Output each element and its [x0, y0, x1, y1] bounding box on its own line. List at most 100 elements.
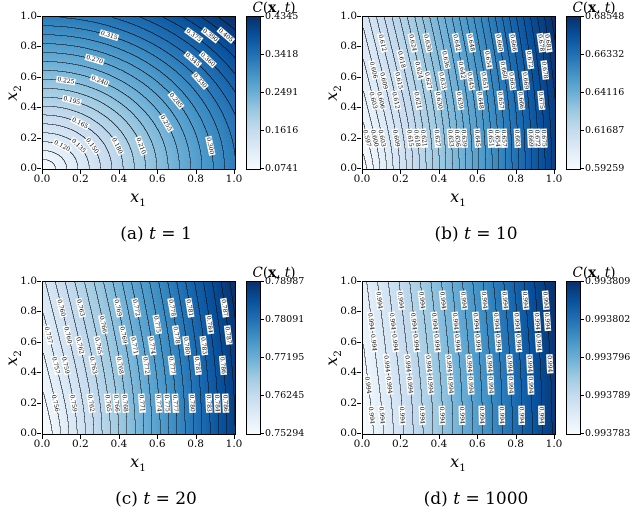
- y-tick-mark: [37, 372, 41, 374]
- x-tick-label: 0.6: [468, 438, 486, 450]
- x-tick-mark: [118, 435, 120, 439]
- subplot-caption: (d) t = 1000: [423, 489, 529, 509]
- contour-plot-canvas-b: [362, 16, 556, 170]
- x-tick-mark: [438, 435, 440, 439]
- colorbar-tick-mark: [581, 281, 584, 282]
- y-tick-label: 0.0: [340, 427, 357, 439]
- y-tick-mark: [37, 341, 41, 343]
- colorbar-tick-label: 0.77195: [265, 351, 305, 363]
- x-tick-label: 1.0: [225, 438, 243, 450]
- y-tick-mark: [357, 168, 361, 169]
- y-tick-mark: [357, 341, 361, 343]
- y-tick-mark: [37, 76, 41, 78]
- colorbar-tick-mark: [581, 168, 584, 169]
- colorbar-tick-mark: [581, 357, 584, 358]
- subplot-d: x2 x1 1.0 0.8 0.6 0.4 0.2 0.0 0.0 0.2 0.4 0.6 0.8 1.0…: [320, 265, 640, 529]
- y-tick-mark: [357, 433, 361, 434]
- colorbar-tick-label: 0.78091: [265, 313, 305, 325]
- x-tick-label: 0.8: [187, 173, 204, 185]
- y-tick-mark: [357, 281, 361, 282]
- x-tick-label: 0.0: [353, 438, 371, 450]
- y-tick-mark: [37, 168, 41, 169]
- x-tick-label: 0.6: [148, 173, 166, 185]
- x-tick-mark: [438, 170, 440, 174]
- contour-plot-canvas-c: [42, 281, 236, 435]
- math-subscript: 1: [459, 197, 466, 210]
- math-symbol: x: [2, 91, 21, 101]
- y-tick-label: 0.6: [20, 70, 37, 83]
- y-tick-label: 0.6: [340, 70, 357, 83]
- colorbar-tick-label: 0.76245: [265, 389, 305, 401]
- x-tick-label: 0.2: [72, 438, 89, 450]
- colorbar-tick-label: 0.66332: [585, 48, 625, 60]
- colorbar-tick-label: 0.1616: [265, 124, 299, 136]
- y-tick-label: 1.0: [340, 275, 357, 287]
- colorbar-tick-label: 0.78987: [265, 275, 305, 287]
- x-tick-label: 0.4: [110, 173, 128, 185]
- x-tick-mark: [42, 170, 43, 174]
- colorbar-tick-mark: [261, 130, 264, 131]
- colorbar-tick-label: 0.59259: [585, 162, 625, 174]
- y-tick-mark: [37, 107, 41, 109]
- x-tick-label: 0.0: [33, 438, 51, 450]
- x-tick-label: 0.0: [33, 173, 51, 185]
- colorbar-tick-mark: [581, 130, 584, 131]
- colorbar-tick-mark: [581, 433, 584, 434]
- x-tick-mark: [362, 435, 363, 439]
- y-tick-label: 0.4: [20, 366, 37, 379]
- x-tick-label: 1.0: [545, 438, 563, 450]
- x-tick-label: 0.6: [148, 438, 166, 450]
- x-tick-mark: [42, 435, 43, 439]
- colorbar-tick-mark: [261, 54, 264, 55]
- colorbar-gradient: [566, 281, 581, 435]
- y-tick-label: 0.2: [20, 131, 37, 144]
- y-tick-label: 1.0: [340, 10, 357, 22]
- subplot-b: x2 x1 1.0 0.8 0.6 0.4 0.2 0.0 0.0 0.2 0.4 0.6 0.8 1.0…: [320, 0, 640, 264]
- x-tick-mark: [400, 435, 402, 439]
- x-tick-mark: [477, 435, 479, 439]
- colorbar-tick-label: 0.75294: [265, 427, 305, 439]
- math-subscript: 1: [139, 197, 146, 210]
- y-tick-label: 0.8: [20, 305, 37, 318]
- y-tick-mark: [37, 137, 41, 139]
- y-tick-label: 0.8: [340, 40, 357, 53]
- y-axis-label: x2: [2, 58, 24, 128]
- y-tick-mark: [357, 402, 361, 404]
- colorbar-title: C(x, t): [252, 0, 296, 16]
- y-tick-mark: [357, 372, 361, 374]
- colorbar-tick-label: 0.68548: [585, 10, 625, 22]
- x-tick-mark: [400, 170, 402, 174]
- subplot-caption: (c) t = 20: [115, 489, 197, 509]
- math-symbol: x: [130, 452, 140, 471]
- colorbar-tick-mark: [581, 16, 584, 17]
- y-tick-mark: [37, 16, 41, 17]
- math-symbol: x: [2, 356, 21, 366]
- x-tick-label: 0.6: [468, 173, 486, 185]
- colorbar-tick-label: 0.64116: [585, 86, 625, 98]
- math-symbol: x: [322, 91, 341, 101]
- colorbar-title: C(x, t): [572, 265, 616, 281]
- y-axis-label: x2: [2, 323, 24, 393]
- math-subscript: 2: [332, 85, 345, 92]
- x-tick-mark: [195, 435, 197, 439]
- subplot-caption: (b) t = 10: [434, 224, 518, 244]
- math-symbol: x: [322, 356, 341, 366]
- colorbar-tick-mark: [581, 395, 584, 396]
- colorbar-tick-label: 0.4345: [265, 10, 299, 22]
- y-tick-mark: [37, 311, 41, 313]
- y-tick-label: 0.0: [20, 427, 37, 439]
- y-tick-label: 0.2: [20, 396, 37, 409]
- colorbar-tick-label: 0.993796: [585, 351, 631, 363]
- colorbar-tick-label: 0.0741: [265, 162, 299, 174]
- x-tick-label: 0.4: [430, 173, 448, 185]
- x-axis-label: x1: [362, 187, 554, 209]
- x-tick-mark: [477, 170, 479, 174]
- contour-plot-canvas-d: [362, 281, 556, 435]
- y-tick-label: 0.8: [20, 40, 37, 53]
- math-subscript: 2: [332, 350, 345, 357]
- y-tick-label: 0.4: [340, 101, 357, 114]
- colorbar-tick-label: 0.61687: [585, 124, 625, 136]
- colorbar-title: C(x, t): [252, 265, 296, 281]
- y-tick-label: 0.6: [20, 335, 37, 348]
